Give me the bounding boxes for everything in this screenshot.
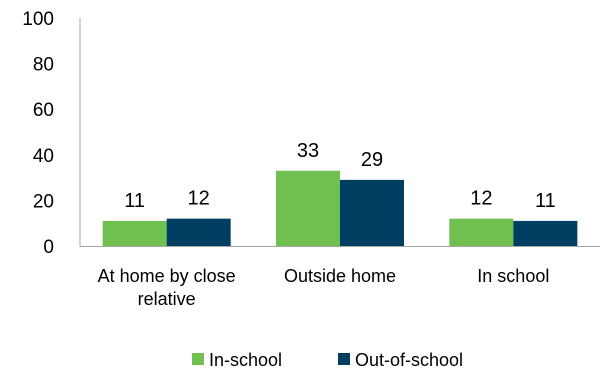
data-label: 29 [361, 149, 383, 171]
data-labels: 11 12 33 29 12 11 [124, 140, 555, 212]
bar-out-of-school-2 [513, 220, 578, 246]
x-category-label: In school [477, 266, 549, 286]
legend: In-school Out-of-school [192, 350, 463, 370]
category-labels: At home by close relative Outside home In s… [98, 266, 550, 309]
legend-swatch-in-school [192, 353, 204, 365]
axes: 0 20 40 60 80 100 [22, 9, 600, 258]
data-label: 12 [188, 188, 210, 210]
x-category-label: At home by close [98, 266, 236, 286]
legend-label: In-school [209, 350, 282, 370]
x-category-label: relative [138, 289, 196, 309]
y-tick-label: 80 [33, 55, 54, 76]
bars [102, 170, 578, 246]
y-tick-label: 100 [22, 9, 54, 30]
data-label: 11 [124, 190, 145, 212]
bar-in-school-1 [276, 170, 340, 246]
data-label: 12 [470, 188, 492, 210]
bar-in-school-0 [102, 220, 167, 246]
data-label: 11 [535, 190, 556, 212]
y-tick-label: 40 [33, 146, 54, 167]
legend-label: Out-of-school [355, 350, 463, 370]
data-label: 33 [297, 140, 319, 162]
y-tick-label: 60 [33, 100, 54, 121]
bar-out-of-school-1 [340, 179, 404, 246]
bar-out-of-school-0 [166, 218, 231, 246]
bar-in-school-2 [449, 218, 514, 246]
x-category-label: Outside home [284, 266, 396, 286]
y-tick-label: 20 [33, 191, 54, 212]
legend-swatch-out-of-school [338, 353, 350, 365]
y-tick-label: 0 [43, 237, 54, 258]
